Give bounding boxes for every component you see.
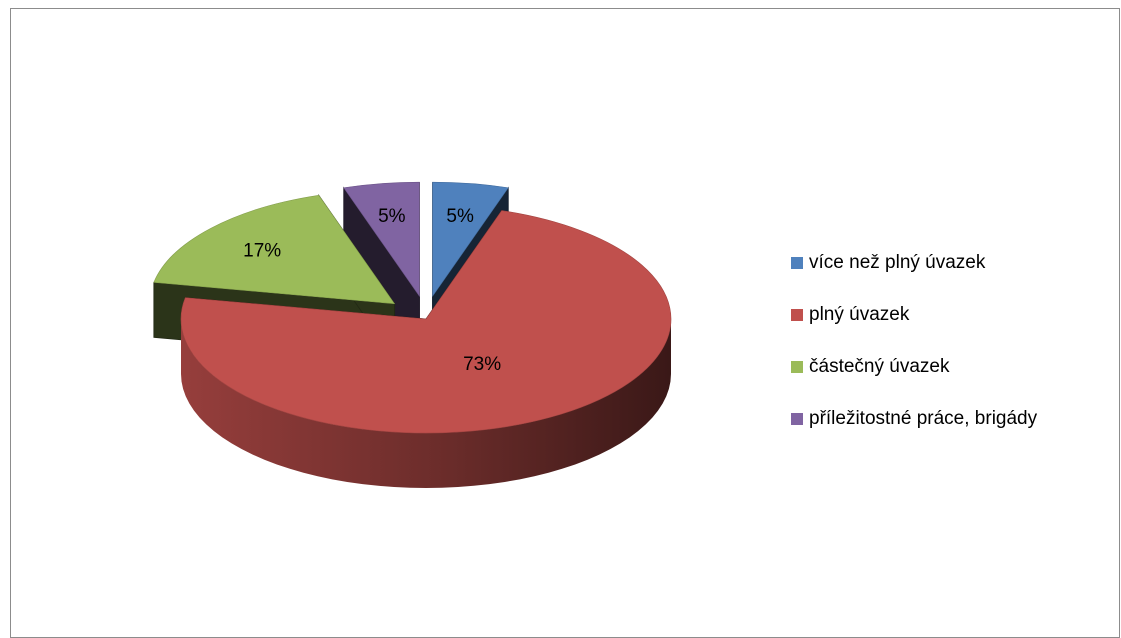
legend-item-3: příležitostné práce, brigády: [791, 393, 1037, 445]
legend-item-1: plný úvazek: [791, 289, 1037, 341]
data-label-3: 5%: [378, 206, 406, 227]
slice-1-top: [180, 210, 672, 434]
legend-label-3: příležitostné práce, brigády: [809, 408, 1038, 429]
slice-0-top: [432, 181, 509, 298]
data-label-1: 73%: [463, 354, 501, 375]
legend-label-1: plný úvazek: [809, 304, 910, 325]
data-label-0: 5%: [446, 206, 474, 227]
slice-1: [180, 209, 672, 488]
legend: více než plný úvazek plný úvazek částečn…: [791, 237, 1037, 445]
slice-2-top: [153, 194, 396, 305]
legend-item-2: částečný úvazek: [791, 341, 1037, 393]
legend-swatch-0: [791, 257, 803, 269]
legend-swatch-3: [791, 413, 803, 425]
pie-chart: 5% 73% 17% 5%: [153, 181, 672, 488]
legend-swatch-1: [791, 309, 803, 321]
legend-swatch-2: [791, 361, 803, 373]
data-label-2: 17%: [243, 240, 281, 261]
legend-item-0: více než plný úvazek: [791, 237, 1037, 289]
slice-3: [343, 181, 420, 353]
legend-label-2: částečný úvazek: [809, 356, 950, 377]
slice-1-outer-wall: [181, 319, 671, 488]
chart-frame: 5% 73% 17% 5% více než plný úvazek plný úva…: [10, 8, 1120, 638]
legend-label-0: více než plný úvazek: [809, 252, 986, 273]
slice-3-top: [343, 181, 420, 298]
